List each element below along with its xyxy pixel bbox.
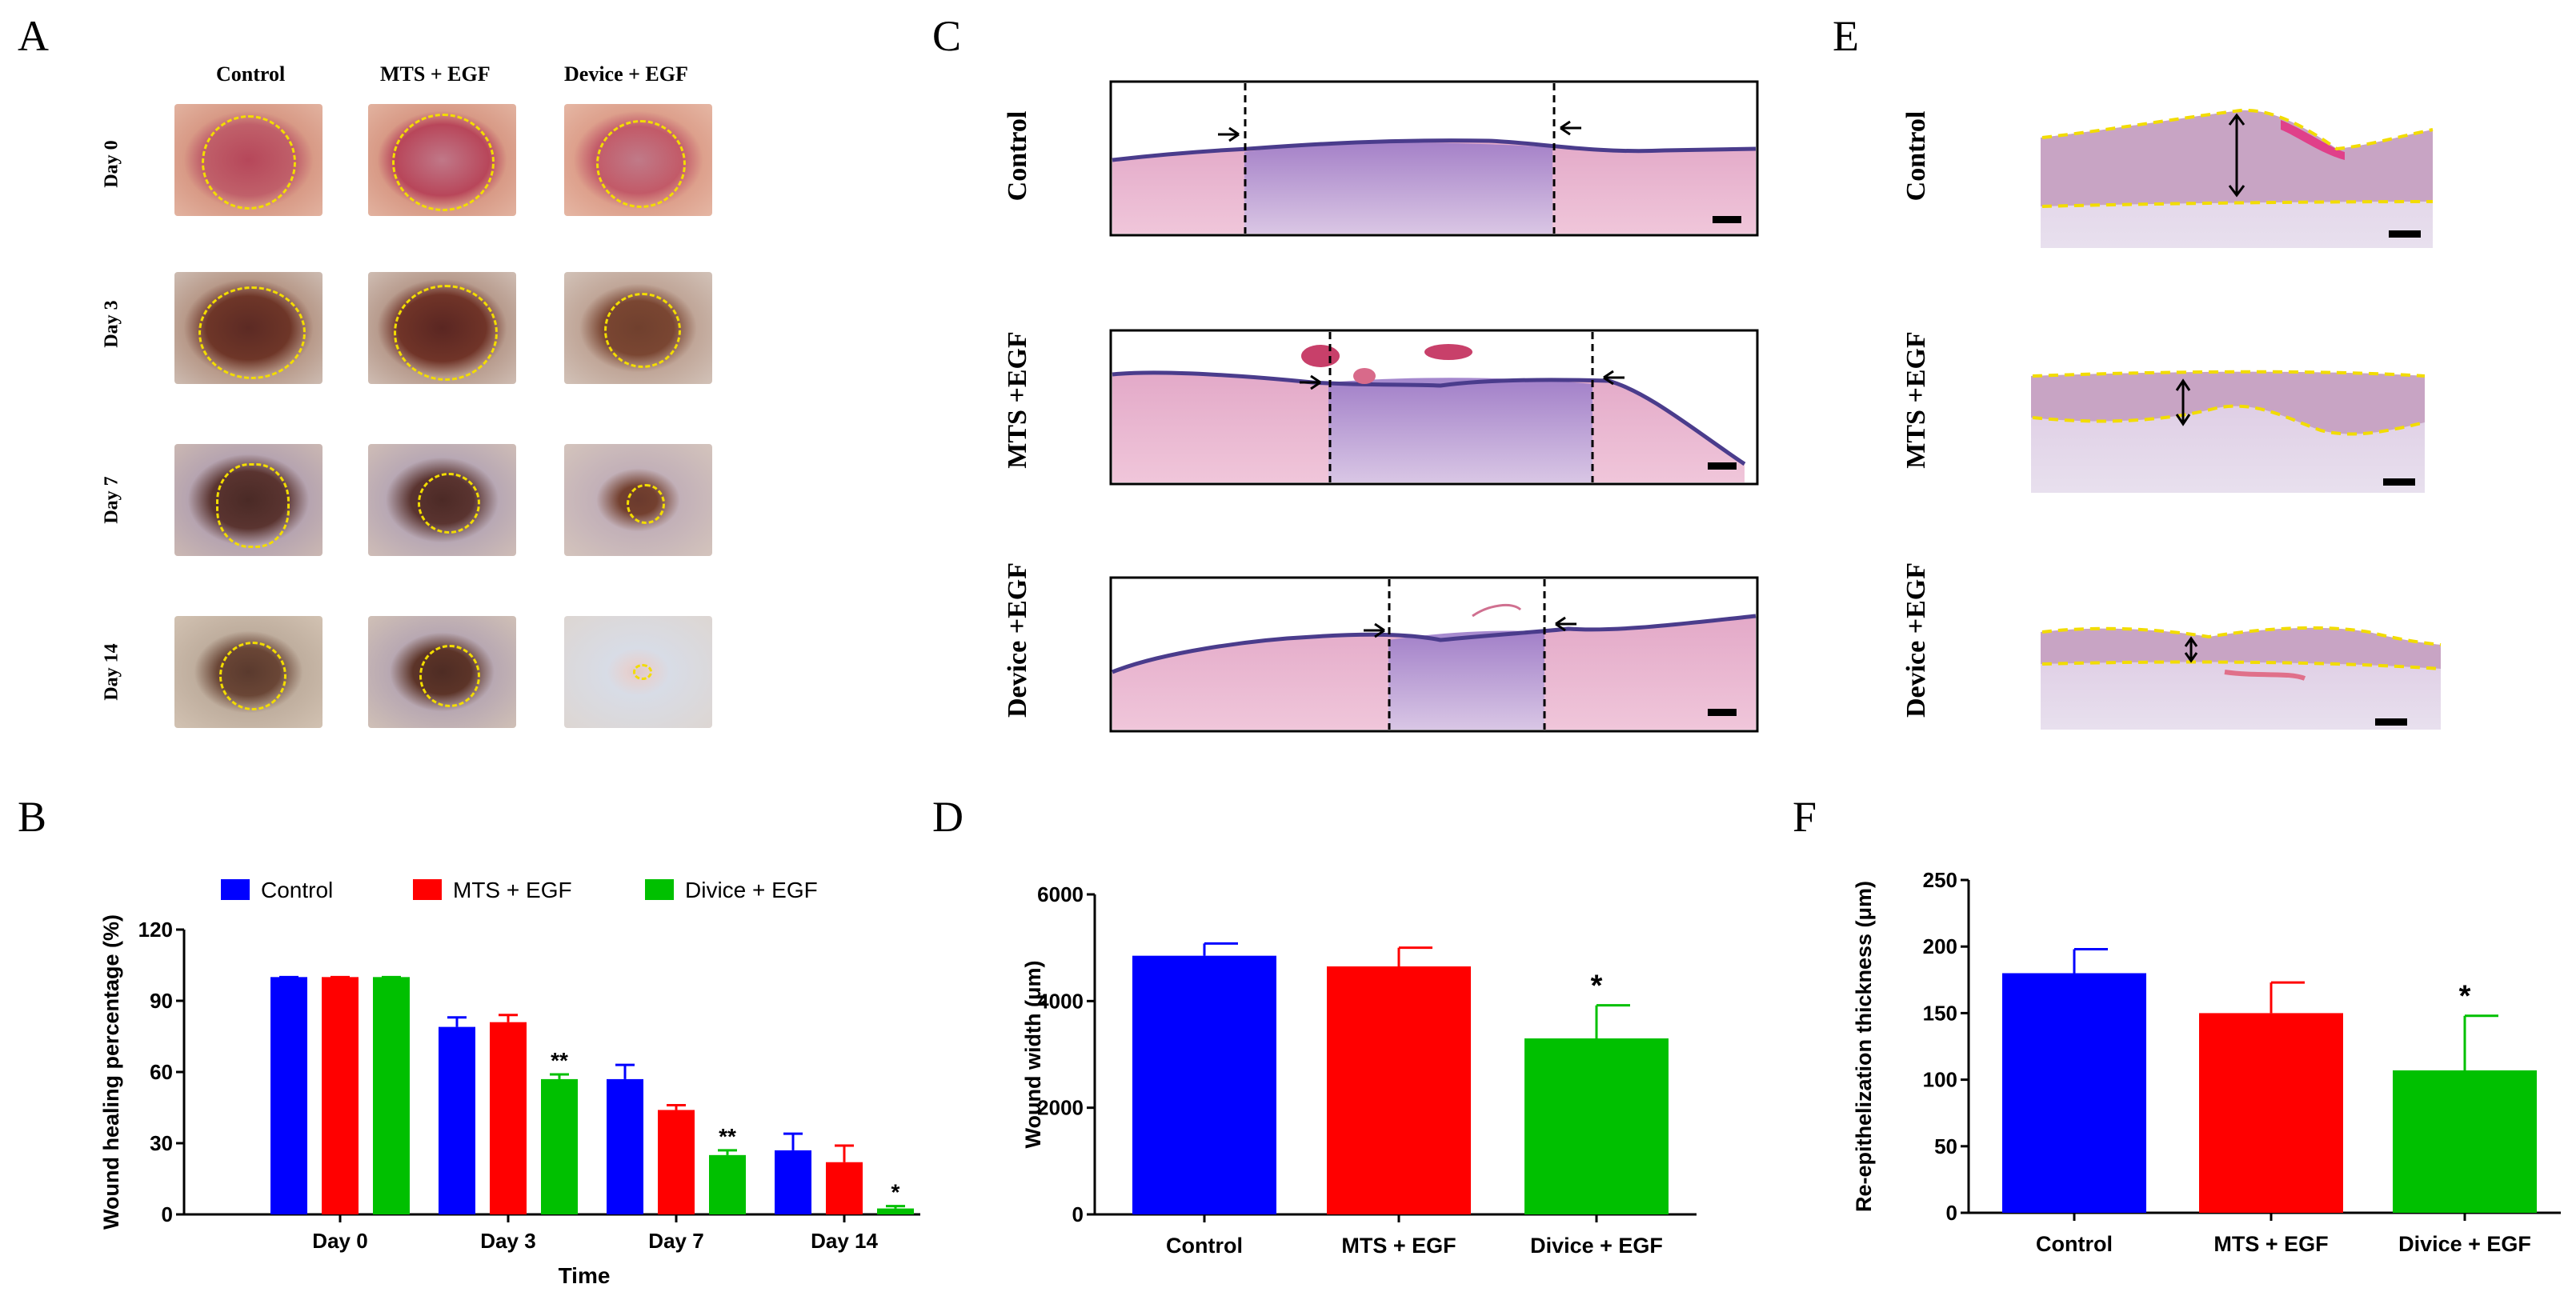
chart-b-bar bbox=[709, 1154, 746, 1214]
chart-f-ytick-label: 0 bbox=[1946, 1201, 1957, 1225]
chart-b-ytick-label: 0 bbox=[162, 1202, 173, 1226]
chart-b-bar bbox=[373, 977, 410, 1214]
histology-e-control bbox=[2041, 108, 2434, 248]
chart-d-xtick-label: Control bbox=[1166, 1234, 1243, 1258]
photo-day7-mts-egf bbox=[368, 444, 516, 556]
photo-day0-control bbox=[174, 104, 323, 216]
chart-b-ytick-label: 120 bbox=[138, 918, 173, 942]
chart-f-ytick-label: 200 bbox=[1923, 934, 1957, 958]
photo-day14-control bbox=[174, 616, 323, 728]
chart-b-bar bbox=[658, 1110, 695, 1214]
chart-f-ytick-label: 250 bbox=[1923, 868, 1957, 892]
photo-day14-device-egf bbox=[564, 616, 712, 728]
chart-b-xtick-label: Day 14 bbox=[811, 1229, 878, 1253]
chart-b-sig-label: ** bbox=[551, 1048, 568, 1073]
chart-b-ytick-label: 60 bbox=[150, 1060, 173, 1084]
chart-b-bar bbox=[270, 977, 307, 1214]
chart-d-xtick-label: MTS + EGF bbox=[1341, 1234, 1456, 1258]
chart-f-xtick-label: MTS + EGF bbox=[2213, 1232, 2328, 1256]
chart-b-sig-label: * bbox=[891, 1180, 900, 1205]
chart-f-xtick-label: Divice + EGF bbox=[2398, 1232, 2531, 1256]
chart-d-sig-label: * bbox=[1591, 970, 1603, 1003]
photo-day0-device-egf bbox=[564, 104, 712, 216]
chart-d-bar bbox=[1524, 1038, 1669, 1214]
panel-letter-c: C bbox=[932, 12, 962, 60]
chart-b-legend-label: Divice + EGF bbox=[685, 878, 818, 902]
chart-f-ytick-label: 100 bbox=[1923, 1068, 1957, 1092]
chart-d-bar bbox=[1132, 955, 1276, 1214]
histology-e-mts-egf bbox=[2031, 370, 2426, 493]
chart-f-bar bbox=[2393, 1070, 2537, 1213]
chart-d-ytick-label: 2000 bbox=[1037, 1096, 1084, 1120]
chart-b-bar bbox=[775, 1150, 811, 1214]
photo-day3-mts-egf bbox=[368, 272, 516, 384]
chart-f-sig-label: * bbox=[2459, 980, 2471, 1014]
photo-day14-mts-egf bbox=[368, 616, 516, 728]
chart-b-xtick-label: Day 3 bbox=[480, 1229, 535, 1253]
chart-f-ytick-label: 150 bbox=[1923, 1001, 1957, 1025]
chart-b-bar bbox=[826, 1162, 863, 1214]
chart-b-xlabel: Time bbox=[559, 1263, 611, 1288]
chart-b-bar bbox=[322, 977, 359, 1214]
chart-b-bar bbox=[541, 1078, 578, 1214]
panel-a-col-mts-egf: MTS + EGF bbox=[380, 62, 491, 86]
chart-b-legend-label: Control bbox=[261, 878, 333, 902]
chart-b-legend-swatch bbox=[221, 879, 250, 900]
panel-letter-f: F bbox=[1793, 793, 1817, 841]
panel-a-col-control: Control bbox=[216, 62, 286, 86]
histology-c-device-egf bbox=[1109, 576, 1759, 733]
chart-b-sig-label: ** bbox=[719, 1124, 736, 1149]
chart-b-xtick-label: Day 0 bbox=[312, 1229, 367, 1253]
chart-f-bar bbox=[2002, 973, 2146, 1213]
chart-b-legend-swatch bbox=[413, 879, 442, 900]
histology-c-control bbox=[1109, 80, 1759, 237]
chart-f-bar bbox=[2199, 1013, 2343, 1213]
histology-c-mts-egf bbox=[1109, 329, 1759, 486]
chart-b-bar bbox=[439, 1026, 475, 1214]
panel-letter-e: E bbox=[1833, 12, 1859, 60]
histology-e-device-egf bbox=[2041, 626, 2442, 730]
photo-day3-device-egf bbox=[564, 272, 712, 384]
photo-day0-mts-egf bbox=[368, 104, 516, 216]
chart-d-bar bbox=[1327, 966, 1471, 1214]
panel-letter-a: A bbox=[18, 12, 49, 60]
chart-f-xtick-label: Control bbox=[2036, 1232, 2113, 1256]
chart-d-ytick-label: 4000 bbox=[1037, 989, 1084, 1013]
photo-day3-control bbox=[174, 272, 323, 384]
panel-a-col-device-egf: Device + EGF bbox=[564, 62, 688, 86]
chart-b-legend-label: MTS + EGF bbox=[453, 878, 572, 902]
chart-d-xtick-label: Divice + EGF bbox=[1530, 1234, 1663, 1258]
photo-day7-control bbox=[174, 444, 323, 556]
chart-b-bar bbox=[877, 1208, 914, 1214]
chart-b-ytick-label: 30 bbox=[150, 1131, 173, 1155]
chart-d-ylabel: Wound width (μm) bbox=[1021, 961, 1045, 1149]
panel-letter-b: B bbox=[18, 793, 47, 841]
chart-b-legend-swatch bbox=[645, 879, 674, 900]
chart-f-ytick-label: 50 bbox=[1934, 1134, 1957, 1158]
chart-b-ylabel: Wound healing percentage (%) bbox=[99, 914, 123, 1230]
chart-f-ylabel: Re-epithelization thickness (μm) bbox=[1852, 881, 1876, 1212]
chart-b-bar bbox=[607, 1078, 643, 1214]
chart-d-ytick-label: 6000 bbox=[1037, 882, 1084, 906]
chart-d-ytick-label: 0 bbox=[1072, 1202, 1084, 1226]
photo-day7-device-egf bbox=[564, 444, 712, 556]
chart-b-bar bbox=[490, 1022, 527, 1214]
chart-b-xtick-label: Day 7 bbox=[648, 1229, 703, 1253]
panel-letter-d: D bbox=[932, 793, 963, 841]
chart-b-ytick-label: 90 bbox=[150, 989, 173, 1013]
